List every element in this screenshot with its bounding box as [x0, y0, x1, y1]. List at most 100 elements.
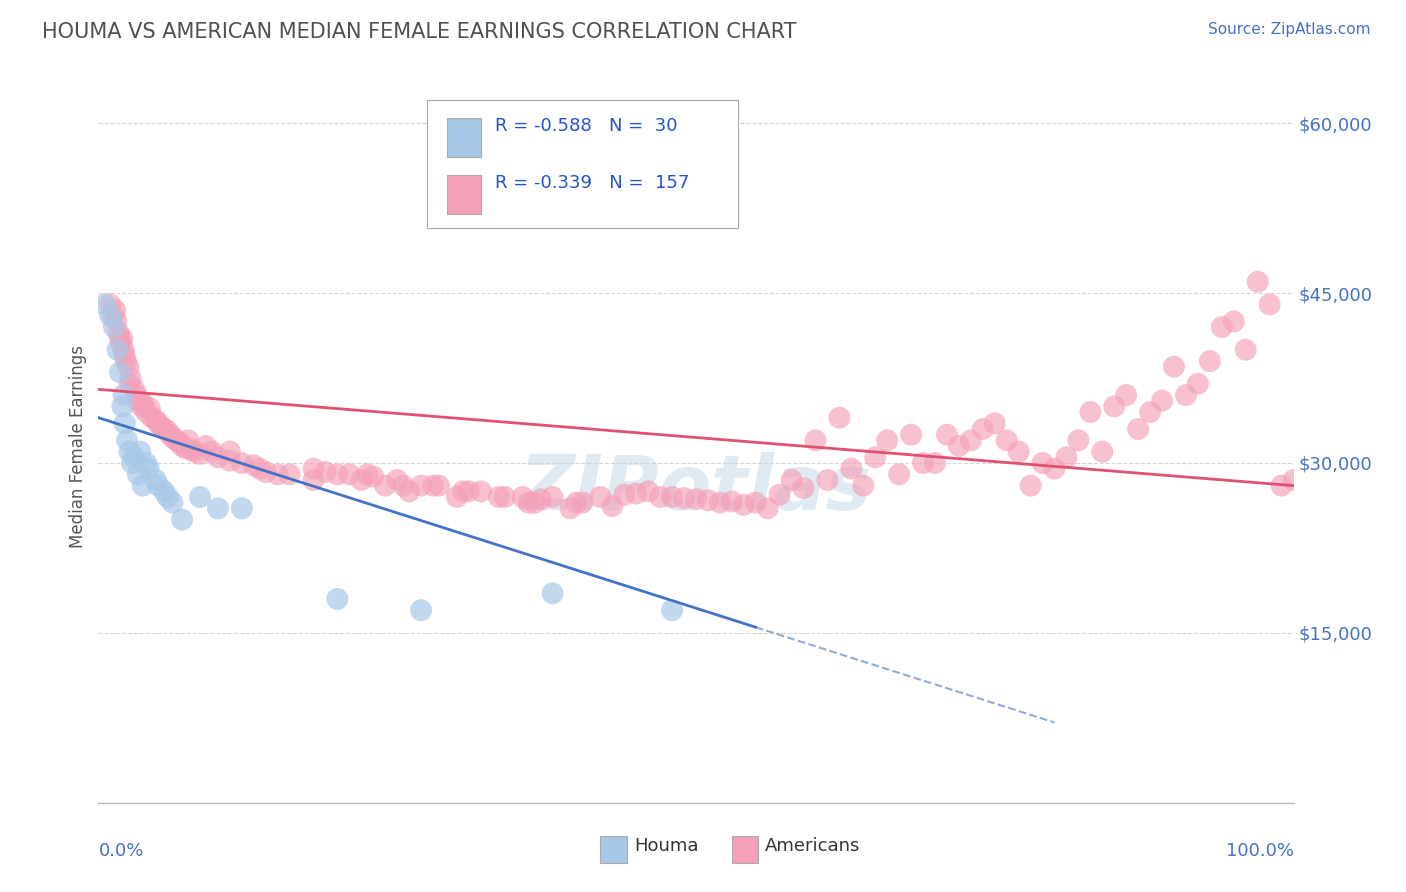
- Point: [673, 491, 696, 505]
- Point: [231, 501, 253, 516]
- Point: [195, 439, 218, 453]
- Point: [105, 314, 128, 328]
- Point: [135, 456, 157, 470]
- Point: [350, 473, 373, 487]
- Point: [1080, 405, 1102, 419]
- Point: [363, 469, 385, 483]
- Point: [912, 456, 935, 470]
- Point: [852, 478, 875, 492]
- Point: [201, 444, 224, 458]
- Point: [1271, 478, 1294, 492]
- Point: [121, 456, 143, 470]
- Text: Source: ZipAtlas.com: Source: ZipAtlas.com: [1208, 22, 1371, 37]
- Point: [411, 478, 433, 492]
- Point: [138, 461, 160, 475]
- Point: [135, 405, 157, 419]
- Point: [626, 486, 648, 500]
- Point: [571, 495, 593, 509]
- Point: [159, 427, 181, 442]
- Point: [1043, 461, 1066, 475]
- Point: [108, 365, 131, 379]
- Point: [650, 490, 672, 504]
- Point: [153, 484, 176, 499]
- Point: [972, 422, 994, 436]
- Point: [120, 371, 142, 385]
- Point: [565, 495, 588, 509]
- Point: [793, 481, 815, 495]
- Point: [326, 591, 349, 606]
- Point: [733, 498, 755, 512]
- Point: [339, 467, 361, 482]
- Point: [470, 484, 492, 499]
- Point: [392, 478, 415, 492]
- Point: [1019, 478, 1042, 492]
- Point: [111, 400, 134, 414]
- Point: [108, 331, 131, 345]
- Point: [530, 492, 553, 507]
- Point: [117, 359, 139, 374]
- Point: [156, 490, 179, 504]
- Point: [219, 444, 242, 458]
- Point: [1139, 405, 1161, 419]
- Point: [602, 499, 624, 513]
- Point: [512, 490, 534, 504]
- Point: [101, 309, 124, 323]
- Point: [865, 450, 887, 465]
- Point: [995, 434, 1018, 448]
- Point: [98, 297, 122, 311]
- Point: [494, 490, 516, 504]
- Point: [326, 467, 349, 482]
- Point: [219, 454, 242, 468]
- Point: [254, 465, 277, 479]
- Point: [458, 484, 481, 499]
- Point: [150, 419, 173, 434]
- Point: [302, 473, 325, 487]
- Point: [427, 478, 450, 492]
- Point: [1104, 400, 1126, 414]
- Point: [451, 484, 474, 499]
- Point: [177, 434, 200, 448]
- Point: [163, 431, 186, 445]
- Point: [637, 484, 659, 499]
- Point: [613, 488, 636, 502]
- Point: [180, 442, 202, 457]
- Point: [302, 461, 325, 475]
- Point: [145, 473, 167, 487]
- Point: [721, 494, 744, 508]
- Text: Americans: Americans: [765, 837, 860, 855]
- Point: [1128, 422, 1150, 436]
- FancyBboxPatch shape: [427, 100, 738, 228]
- Point: [278, 467, 301, 482]
- Point: [1199, 354, 1222, 368]
- Point: [315, 465, 337, 479]
- Point: [145, 413, 167, 427]
- Point: [541, 490, 564, 504]
- Point: [1056, 450, 1078, 465]
- Point: [172, 513, 194, 527]
- Point: [127, 393, 149, 408]
- Point: [111, 331, 134, 345]
- Text: 0.0%: 0.0%: [98, 842, 143, 860]
- Point: [1187, 376, 1209, 391]
- Point: [132, 397, 155, 411]
- Point: [889, 467, 911, 482]
- Point: [172, 439, 194, 453]
- Point: [107, 343, 129, 357]
- Point: [1223, 314, 1246, 328]
- Text: ZIPotlas: ZIPotlas: [520, 452, 872, 525]
- Point: [1008, 444, 1031, 458]
- Point: [709, 495, 731, 509]
- Point: [780, 473, 803, 487]
- Point: [876, 434, 898, 448]
- Point: [112, 343, 135, 357]
- Point: [411, 603, 433, 617]
- Point: [127, 467, 149, 482]
- Point: [114, 348, 136, 362]
- Point: [960, 434, 983, 448]
- Point: [107, 326, 129, 340]
- Text: R = -0.588   N =  30: R = -0.588 N = 30: [495, 117, 678, 135]
- Text: Houma: Houma: [634, 837, 699, 855]
- Point: [517, 495, 540, 509]
- Bar: [600, 837, 627, 863]
- Point: [1211, 320, 1233, 334]
